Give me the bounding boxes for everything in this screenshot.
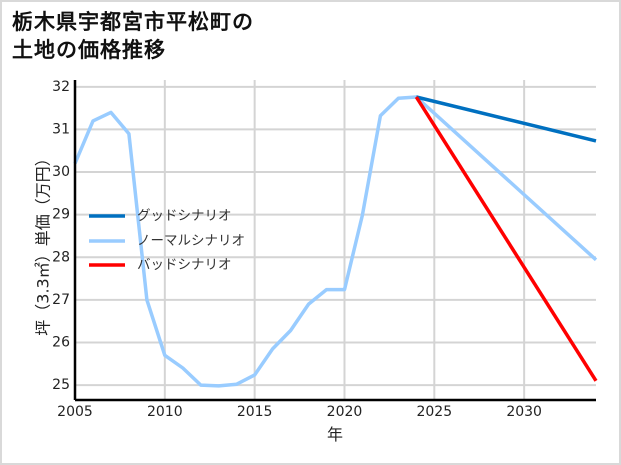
y-tick-label: 31 xyxy=(52,121,70,137)
series-line xyxy=(415,95,597,143)
x-tick-label: 2010 xyxy=(147,404,183,420)
legend-label: ノーマルシナリオ xyxy=(137,233,245,249)
legend-label: バッドシナリオ xyxy=(137,257,232,273)
axes xyxy=(73,80,596,402)
x-tick-label: 2025 xyxy=(416,404,452,420)
x-tick-label: 2030 xyxy=(506,404,542,420)
y-tick-label: 28 xyxy=(52,249,70,265)
x-axis-label: 年 xyxy=(327,425,343,444)
x-tick-label: 2005 xyxy=(57,404,93,420)
grid-lines xyxy=(75,80,596,400)
series-line xyxy=(73,95,598,388)
y-tick-label: 25 xyxy=(52,377,70,393)
y-axis-label: 坪（3.3㎡）単価（万円） xyxy=(34,150,53,335)
x-tick-label: 2015 xyxy=(237,404,273,420)
y-tick-label: 29 xyxy=(52,207,70,223)
y-tick-label: 26 xyxy=(52,334,70,350)
series-line xyxy=(414,96,598,382)
y-tick-label: 27 xyxy=(52,292,70,308)
y-axis-ticks: 25 26 27 28 29 30 31 32 xyxy=(52,79,70,393)
x-tick-label: 2020 xyxy=(327,404,363,420)
chart-title: 栃木県宇都宮市平松町の 土地の価格推移 xyxy=(12,10,254,62)
x-axis-ticks: 2005 2010 2015 2020 2025 2030 xyxy=(57,404,542,420)
y-tick-label: 32 xyxy=(52,79,70,95)
y-tick-label: 30 xyxy=(52,164,70,180)
data-series xyxy=(73,95,598,388)
legend-label: グッドシナリオ xyxy=(137,208,232,224)
